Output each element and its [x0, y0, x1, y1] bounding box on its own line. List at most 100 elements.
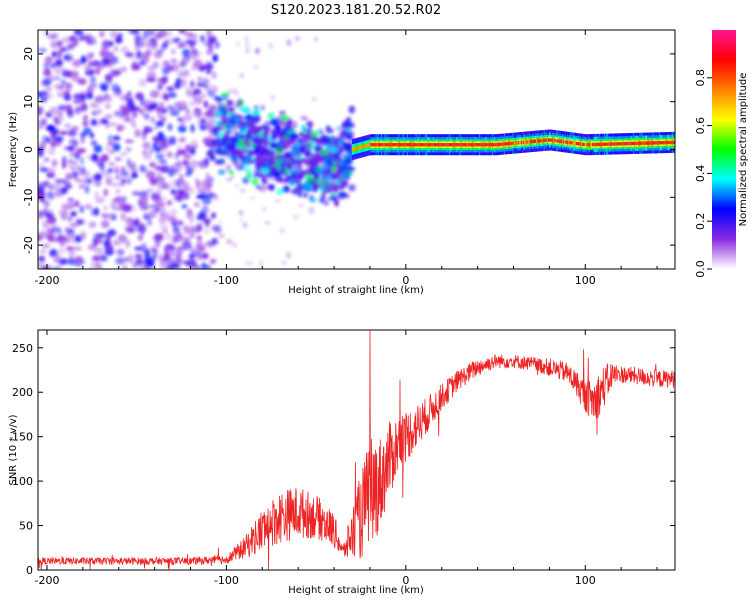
- spectrogram-blob: [38, 231, 49, 238]
- snr-panel: -200 -100 0 100 0 50 100 150 200 250 Height of st…: [8, 329, 676, 596]
- spectrogram-ridge-cell: [640, 141, 642, 145]
- spectrogram-blob: [85, 92, 93, 100]
- spectrogram-ridge-cell: [434, 143, 437, 147]
- spectrogram-ridge-cell: [480, 143, 482, 147]
- spectrogram-ridge-cell: [439, 143, 441, 147]
- spectrogram-ridge-cell: [584, 142, 586, 147]
- spectrogram-blob: [239, 164, 245, 170]
- spectrogram-blob: [134, 92, 143, 100]
- spectrogram-blob: [126, 227, 135, 233]
- spectrogram-blob: [169, 218, 179, 224]
- spectrogram-blob: [235, 41, 241, 47]
- spectrogram-blob: [59, 130, 68, 136]
- spectrogram-blob: [313, 174, 320, 182]
- spectrogram-blob: [133, 218, 140, 227]
- x-tick-label: 100: [575, 574, 596, 587]
- spectrogram-blob: [141, 132, 147, 141]
- spectrogram-ridge-cell: [470, 143, 472, 147]
- spectrogram-blob: [98, 160, 105, 169]
- spectrogram-ridge-cell: [662, 141, 664, 145]
- spectrogram-ridge-cell: [444, 143, 446, 147]
- spectrogram-blob: [135, 257, 142, 267]
- spectrogram-ridge-cell: [535, 139, 537, 143]
- spectrogram-blob: [38, 106, 44, 116]
- spectrogram-ridge-cell: [463, 143, 466, 147]
- spectrogram-ridge-cell: [567, 140, 569, 145]
- spectrogram-blob: [213, 119, 223, 126]
- spectrogram-blob: [134, 35, 142, 43]
- spectrogram-blob: [215, 124, 225, 132]
- spectrogram-blob: [139, 228, 145, 236]
- spectrogram-blob: [64, 82, 72, 90]
- spectrogram-blob: [66, 257, 77, 266]
- spectrogram-blob: [74, 165, 81, 171]
- spectrogram-blob: [181, 204, 188, 209]
- spectrogram-ridge-cell: [651, 141, 653, 145]
- spectrogram-ridge-cell: [385, 143, 387, 147]
- spectrogram-blob: [155, 146, 164, 151]
- spectrogram-blob: [289, 178, 295, 187]
- spectrogram-blob: [120, 196, 127, 204]
- spectrogram-ridge-cell: [549, 138, 551, 142]
- spectrogram-ridge-cell: [550, 138, 552, 142]
- spectrogram-blob: [122, 203, 133, 213]
- spectrogram-blob: [54, 253, 61, 263]
- spectrogram-blob: [82, 121, 89, 127]
- spectrogram-blob: [147, 219, 152, 226]
- spectrogram-ridge-cell: [402, 143, 404, 147]
- spectrogram-blob: [103, 244, 114, 251]
- spectrogram-ridge-cell: [498, 142, 500, 147]
- spectrogram-blob: [334, 158, 343, 165]
- spectrogram-blob: [64, 226, 69, 233]
- spectrogram-ridge-cell: [475, 143, 478, 147]
- spectrogram-blob: [166, 86, 175, 92]
- spectrogram-blob: [331, 184, 337, 191]
- spectrogram-ridge-cell: [588, 142, 591, 147]
- spectrogram-blob: [159, 224, 169, 231]
- spectrogram-ridge-cell: [603, 142, 606, 146]
- spectrogram-blob: [50, 40, 59, 47]
- spectrogram-image: [38, 30, 675, 269]
- spectrogram-blob: [77, 218, 83, 226]
- spectrogram-blob: [242, 176, 250, 184]
- spectrogram-blob: [346, 117, 352, 122]
- spectrogram-blob: [80, 56, 87, 65]
- spectrogram-blob: [133, 190, 138, 196]
- spectrogram-ridge-cell: [609, 142, 611, 146]
- spectrogram-blob: [159, 215, 166, 223]
- spectrogram-ridge-cell: [437, 143, 439, 147]
- spectrogram-ridge-cell: [537, 139, 539, 143]
- spectrogram-blob: [348, 184, 356, 192]
- spectrogram-blob: [176, 144, 183, 150]
- spectrogram-ridge-cell: [557, 139, 559, 143]
- spectrogram-blob: [125, 146, 132, 153]
- spectrogram-blob: [188, 225, 197, 234]
- spectrogram-blob: [55, 76, 61, 81]
- spectrogram-blob: [291, 144, 301, 152]
- spectrogram-ridge-cell: [497, 142, 499, 147]
- spectrogram-blob: [156, 186, 163, 196]
- spectrogram-blob: [79, 231, 87, 240]
- spectrogram-ridge-cell: [481, 143, 483, 147]
- spectrogram-ridge-cell: [367, 143, 369, 148]
- spectrogram-ridge-cell: [355, 146, 357, 151]
- spectrogram-blob: [145, 50, 151, 58]
- spectrogram-blob: [175, 160, 184, 167]
- spectrogram-ridge-cell: [527, 140, 529, 144]
- spectrogram-ridge-cell: [672, 140, 675, 145]
- spectrogram-blob: [104, 175, 114, 184]
- spectrogram-ridge-cell: [645, 141, 648, 145]
- colorbar: 0.0 0.2 0.4 0.6 0.8 Normalized spectral ampl…: [694, 30, 749, 278]
- spectrogram-blob: [242, 123, 250, 129]
- spectrogram-blob: [134, 253, 143, 259]
- spectrogram-blob: [214, 41, 220, 49]
- spectrogram-blob: [156, 82, 163, 92]
- spectrogram-ridge-cell: [658, 141, 661, 145]
- spectrogram-ridge-cell: [564, 140, 566, 144]
- spectrogram-blob: [203, 100, 209, 108]
- spectrogram-blob: [39, 167, 50, 172]
- spectrogram-blob: [257, 184, 267, 192]
- spectrogram-blob: [209, 258, 217, 264]
- spectrogram-blob: [111, 83, 120, 93]
